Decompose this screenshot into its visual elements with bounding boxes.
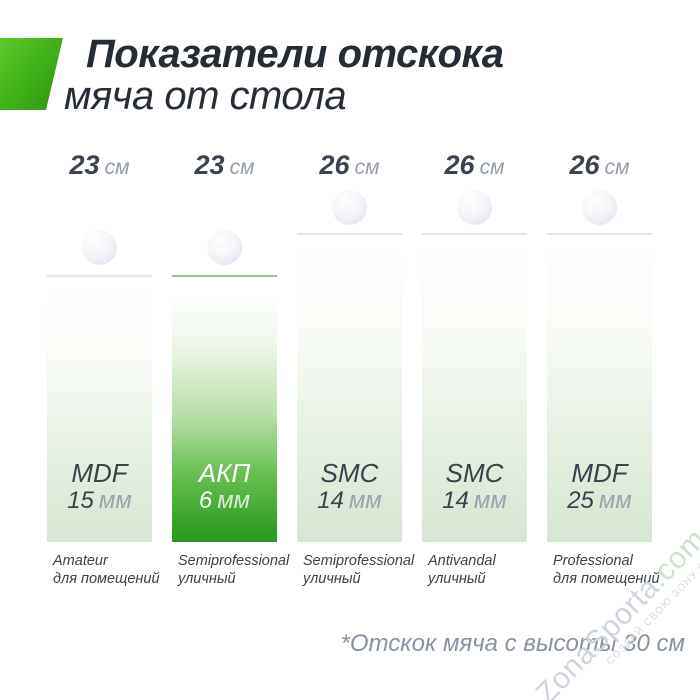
bounce-unit: см bbox=[604, 156, 630, 179]
bar-label: MDF 25 мм bbox=[547, 459, 652, 514]
caption-type: Semiprofessional bbox=[303, 553, 415, 569]
bar-caption: Amateur для помещений bbox=[53, 552, 188, 588]
bounce-unit: см bbox=[354, 156, 380, 179]
material-name: SMC bbox=[320, 458, 379, 488]
caption-usage: для помещений bbox=[53, 571, 160, 587]
title-line-1: Показатели отскока bbox=[86, 32, 504, 76]
caption-type: Professional bbox=[553, 553, 633, 569]
thickness-number: 25 bbox=[567, 487, 594, 514]
bar-column-smc-14-antivandal: 26 см SMC 14 мм Antivandal уличный bbox=[422, 140, 527, 610]
bar-caption: Semiprofessional уличный bbox=[178, 552, 313, 588]
footnote: *Отскок мяча с высоты 30 см bbox=[340, 630, 685, 657]
ball-icon bbox=[207, 230, 242, 265]
bar: MDF 25 мм bbox=[547, 233, 652, 542]
bar: MDF 15 мм bbox=[47, 275, 152, 542]
material-name: MDF bbox=[571, 458, 628, 488]
caption-type: Amateur bbox=[53, 553, 108, 569]
bounce-value: 26 см bbox=[422, 150, 527, 181]
bar-label: SMC 14 мм bbox=[422, 459, 527, 514]
bar-column-mdf-25: 26 см MDF 25 мм Professional для помещений bbox=[547, 140, 660, 610]
thickness-unit: мм bbox=[598, 487, 632, 514]
page-title: Показатели отскока мяча от стола bbox=[64, 33, 504, 117]
bounce-value: 23 см bbox=[172, 150, 277, 181]
bounce-value: 26 см bbox=[297, 150, 402, 181]
material-name: АКП bbox=[198, 458, 251, 488]
thickness-unit: мм bbox=[217, 487, 251, 514]
thickness-number: 6 bbox=[198, 487, 213, 514]
title-line-2: мяча от стола bbox=[64, 74, 347, 118]
bar-caption: Professional для помещений bbox=[553, 552, 688, 588]
bar-highlighted: АКП 6 мм bbox=[172, 275, 277, 542]
bar-label: SMC 14 мм bbox=[297, 459, 402, 514]
thickness-number: 14 bbox=[442, 487, 469, 514]
ball-icon bbox=[332, 190, 367, 225]
bounce-unit: см bbox=[229, 156, 255, 179]
bounce-number: 26 bbox=[444, 150, 475, 180]
bar-label: АКП 6 мм bbox=[172, 459, 277, 514]
bar-column-smc-14-semi: 26 см SMC 14 мм Semiprofessional уличный bbox=[297, 140, 414, 610]
bounce-value: 26 см bbox=[547, 150, 652, 181]
thickness-unit: мм bbox=[98, 487, 132, 514]
material-name: SMC bbox=[445, 458, 504, 488]
ball-icon bbox=[82, 230, 117, 265]
bounce-number: 23 bbox=[69, 150, 100, 180]
bar-caption: Antivandal уличный bbox=[428, 552, 563, 588]
bounce-value: 23 см bbox=[47, 150, 152, 181]
bounce-number: 23 bbox=[194, 150, 225, 180]
thickness-number: 15 bbox=[67, 487, 94, 514]
bounce-number: 26 bbox=[569, 150, 600, 180]
bar-column-mdf-15: 23 см MDF 15 мм Amateur для помещений bbox=[47, 140, 160, 610]
bounce-unit: см bbox=[479, 156, 505, 179]
material-name: MDF bbox=[71, 458, 128, 488]
green-parallelogram-accent bbox=[0, 38, 63, 110]
caption-type: Antivandal bbox=[428, 553, 496, 569]
bounce-number: 26 bbox=[319, 150, 350, 180]
caption-usage: уличный bbox=[428, 571, 486, 587]
thickness-unit: мм bbox=[348, 487, 382, 514]
caption-type: Semiprofessional bbox=[178, 553, 290, 569]
bounce-unit: см bbox=[104, 156, 130, 179]
caption-usage: уличный bbox=[303, 571, 361, 587]
ball-icon bbox=[582, 190, 617, 225]
bar: SMC 14 мм bbox=[297, 233, 402, 542]
thickness-unit: мм bbox=[473, 487, 507, 514]
bar-column-akp-6: 23 см АКП 6 мм Semiprofessional уличный bbox=[172, 140, 289, 610]
bar: SMC 14 мм bbox=[422, 233, 527, 542]
caption-usage: уличный bbox=[178, 571, 236, 587]
bar-caption: Semiprofessional уличный bbox=[303, 552, 438, 588]
bar-label: MDF 15 мм bbox=[47, 459, 152, 514]
thickness-number: 14 bbox=[317, 487, 344, 514]
caption-usage: для помещений bbox=[553, 571, 660, 587]
ball-icon bbox=[457, 190, 492, 225]
